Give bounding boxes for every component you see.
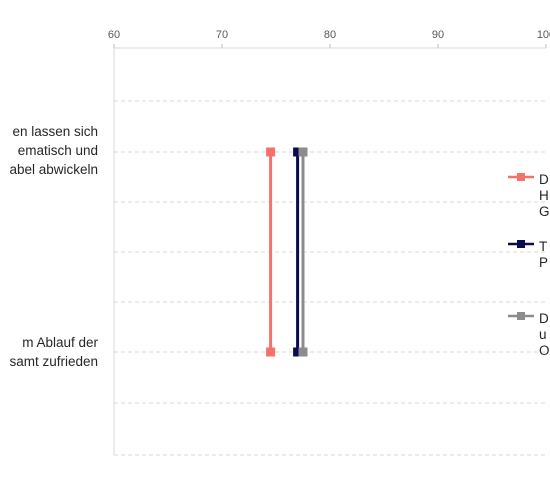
legend-label-3: D u O (539, 311, 550, 358)
category-label-1-line-2: ematisch und (17, 143, 98, 158)
legend-marker-3 (508, 312, 534, 320)
category-label-1-line-1: en lassen sich (12, 124, 98, 139)
category-label-1: en lassen sich ematisch und abel abwicke… (9, 122, 98, 179)
series-3-point-2 (298, 347, 308, 357)
x-tick-label-1: 60 (108, 29, 120, 41)
series-3-point-1 (298, 147, 308, 157)
series-2-point-2 (293, 347, 303, 357)
legend-label-2: T P (539, 239, 549, 270)
series-2-point-1 (293, 147, 303, 157)
legend-marker-1 (508, 173, 534, 181)
series-1-point-2 (266, 347, 276, 357)
x-tick-label-2: 70 (216, 29, 228, 41)
legend-label-1: D H G (539, 172, 550, 219)
series-1-point-1 (266, 147, 276, 157)
category-label-2-line-1: m Ablauf der (22, 335, 98, 350)
category-label-2: m Ablauf der samt zufrieden (9, 333, 98, 371)
x-tick-label-4: 90 (432, 29, 444, 41)
legend-marker-2 (508, 240, 534, 248)
x-tick-label-3: 80 (324, 29, 336, 41)
x-tick-label-5: 100 (537, 29, 550, 41)
category-label-2-line-2: samt zufrieden (9, 354, 98, 369)
category-label-1-line-3: abel abwickeln (9, 162, 98, 177)
